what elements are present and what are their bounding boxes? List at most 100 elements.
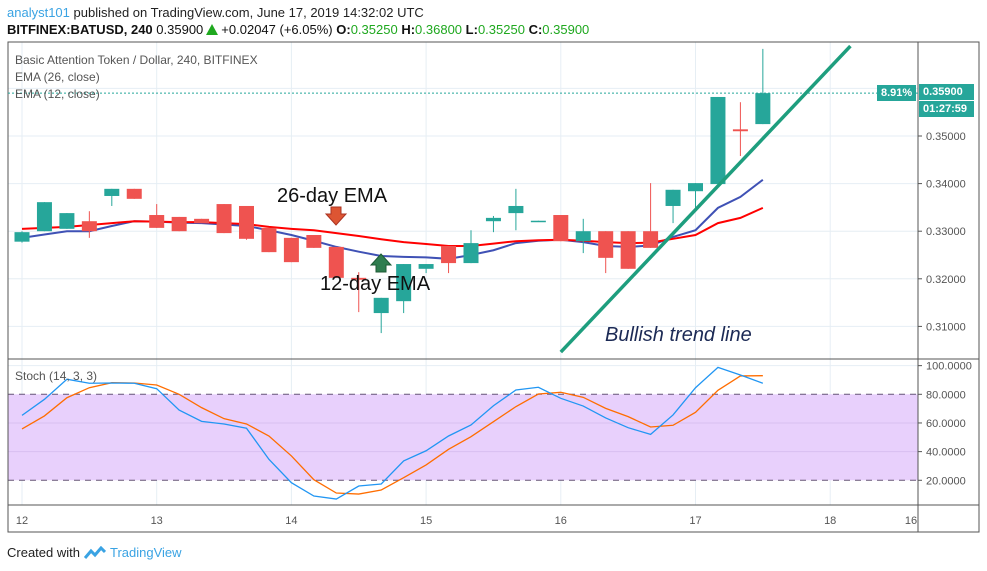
up-arrow-icon	[369, 253, 393, 273]
candle-body	[59, 213, 75, 229]
candle-body	[104, 188, 120, 196]
open-label: O:	[336, 22, 351, 37]
time-tick-label: 16	[555, 515, 567, 527]
candle	[216, 204, 232, 234]
candle-body	[755, 93, 771, 125]
candle-body	[261, 227, 277, 253]
candle	[530, 220, 546, 223]
trend-line-annotation: Bullish trend line	[605, 324, 752, 346]
candle-body	[14, 232, 30, 242]
ema26-annotation: 26-day EMA	[277, 185, 388, 207]
down-arrow-icon	[324, 206, 348, 226]
candle-body	[688, 183, 703, 192]
candle-body	[171, 216, 187, 232]
footer: Created with TradingView	[7, 545, 182, 560]
candle	[194, 218, 210, 224]
candle	[351, 272, 367, 313]
candle	[396, 264, 412, 314]
candle-body	[81, 221, 97, 232]
close-label: C:	[528, 22, 543, 37]
low-label: L:	[465, 22, 478, 37]
candle	[373, 297, 389, 334]
candle-body	[283, 237, 299, 263]
candle	[149, 204, 165, 228]
price-tick-label: 0.33000	[926, 226, 966, 238]
candle	[665, 189, 681, 224]
candle	[732, 102, 748, 156]
stoch-tick-label: 80.0000	[926, 389, 966, 401]
candle-body	[306, 235, 322, 248]
candle-body	[575, 231, 591, 242]
candle	[755, 48, 771, 125]
price-change: +0.02047 (+6.05%)	[221, 22, 333, 37]
candle	[104, 188, 120, 206]
time-tick-label: 17	[689, 515, 701, 527]
open-value: 0.35250	[350, 22, 398, 37]
candle-body	[710, 96, 726, 185]
publish-info: analyst101 published on TradingView.com,…	[7, 5, 424, 20]
current-price-label: 0.35900	[919, 84, 974, 100]
tradingview-logo-icon	[83, 545, 106, 559]
symbol: BITFINEX:BATUSD, 240	[7, 22, 153, 37]
candle	[36, 202, 52, 232]
candle-body	[463, 243, 479, 264]
ema26-legend[interactable]: EMA (26, close)	[15, 70, 100, 84]
candle	[418, 264, 434, 274]
percent-change-label: 8.91%	[877, 85, 917, 101]
candle-body	[239, 205, 254, 239]
candle-body	[396, 264, 412, 302]
stoch-d-line	[21, 375, 763, 495]
ema12-legend[interactable]: EMA (12, close)	[15, 87, 100, 101]
candle	[59, 213, 75, 229]
time-tick-label: 13	[151, 515, 163, 527]
candle-body	[508, 205, 524, 214]
time-tick-label: 18	[824, 515, 836, 527]
trend-line	[559, 44, 852, 354]
time-tick-label: 16	[905, 515, 917, 527]
stoch-band	[8, 394, 918, 481]
stoch-tick-label: 60.0000	[926, 418, 966, 430]
candle	[620, 231, 636, 269]
stoch-legend[interactable]: Stoch (14, 3, 3)	[15, 369, 98, 383]
candle-body	[441, 245, 457, 264]
candle-body	[216, 204, 232, 234]
candle	[441, 245, 457, 274]
symbol-info: BITFINEX:BATUSD, 240 0.35900 +0.02047 (+6…	[7, 22, 589, 37]
stoch-k-line	[21, 366, 764, 500]
candle-body	[194, 218, 210, 224]
candle	[171, 216, 187, 232]
candle-body	[643, 231, 659, 248]
candle	[485, 215, 501, 233]
candle	[283, 237, 299, 263]
candle-body	[373, 297, 389, 314]
created-with-text: Created with	[7, 545, 80, 560]
candle-body	[553, 215, 569, 242]
author-link[interactable]: analyst101	[7, 5, 70, 20]
high-value: 0.36800	[415, 22, 463, 37]
bar-countdown-label: 01:27:59	[919, 101, 974, 117]
candle-body	[665, 189, 681, 206]
candle	[710, 96, 726, 185]
candle	[553, 215, 569, 242]
price-tick-label: 0.31000	[926, 321, 966, 333]
last-price: 0.35900	[156, 22, 204, 37]
candle-body	[351, 277, 367, 280]
ema12-annotation: 12-day EMA	[320, 273, 431, 295]
candle	[463, 230, 479, 264]
up-arrow-icon	[206, 24, 219, 35]
high-label: H:	[401, 22, 416, 37]
candle-body	[149, 215, 165, 228]
close-value: 0.35900	[542, 22, 590, 37]
time-tick-label: 15	[420, 515, 432, 527]
candle	[643, 183, 659, 248]
candle	[261, 227, 277, 253]
candle-body	[485, 217, 501, 222]
chart-frame	[7, 41, 980, 533]
price-tick-label: 0.34000	[926, 179, 966, 191]
candle-body	[732, 129, 748, 132]
candle	[126, 188, 142, 199]
tradingview-link[interactable]: TradingView	[109, 545, 182, 560]
stoch-tick-label: 100.0000	[926, 361, 972, 373]
low-value: 0.35250	[477, 22, 525, 37]
